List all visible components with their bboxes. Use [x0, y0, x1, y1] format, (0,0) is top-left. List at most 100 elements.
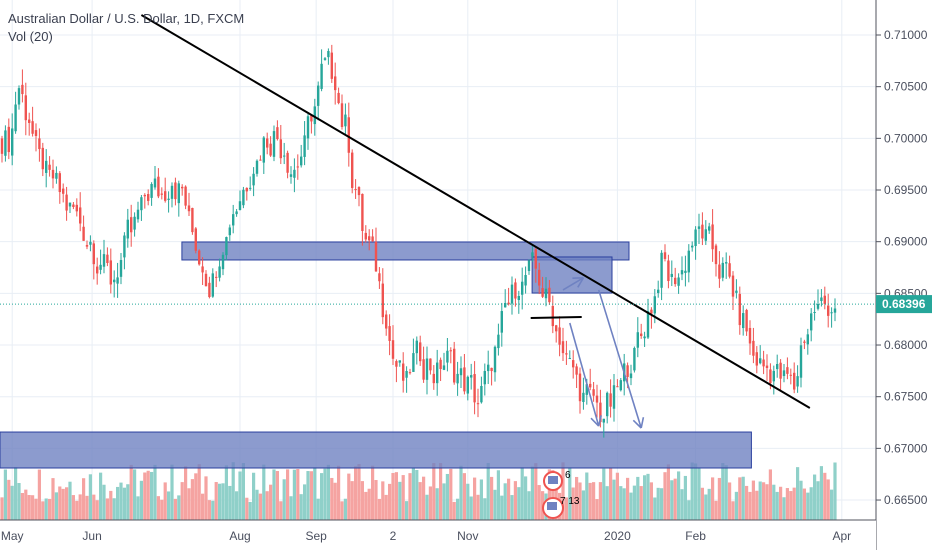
volume-bar [520, 467, 524, 520]
candle-body [745, 309, 748, 332]
volume-bar [775, 491, 779, 520]
candle-body [422, 359, 425, 380]
volume-bar [765, 484, 769, 520]
volume-bar [537, 485, 541, 520]
volume-bar [34, 498, 38, 520]
volume-bar [490, 476, 494, 520]
volume-bar [275, 471, 279, 520]
candle-body [565, 353, 568, 355]
candle-body [79, 207, 82, 224]
volume-bar [796, 467, 800, 520]
time-tick-label: Sep [305, 529, 327, 543]
economic-event-badges[interactable]: 6 7 13 [542, 470, 580, 519]
candle-body [408, 372, 412, 374]
candle-body [731, 275, 735, 297]
volume-bar [534, 463, 538, 520]
candle-body [245, 187, 248, 192]
candle-body [381, 283, 384, 318]
candle-body [674, 277, 677, 285]
volume-bar [755, 490, 759, 520]
candle-body [395, 361, 398, 367]
resistance-zone[interactable] [181, 241, 630, 261]
candle-body [130, 217, 133, 233]
volume-bar [88, 474, 92, 520]
candle-body [306, 116, 310, 139]
retest-box[interactable] [531, 256, 613, 294]
candle-body [592, 389, 595, 396]
volume-bar [207, 500, 211, 520]
volume-bar [408, 473, 412, 520]
candle-body [48, 164, 51, 170]
volume-bar [694, 463, 698, 520]
candle-body [374, 241, 378, 272]
candle-body [323, 58, 327, 60]
volume-bar [598, 482, 602, 520]
price-axis[interactable] [876, 0, 932, 550]
candle-body [721, 262, 724, 278]
candle-body [170, 185, 174, 199]
volume-bar [442, 483, 446, 520]
candle-body [283, 155, 286, 157]
candle-body [157, 176, 160, 197]
candle-body [38, 138, 41, 150]
volume-indicator-label[interactable]: Vol (20) [8, 29, 53, 44]
candle-body [99, 264, 102, 270]
candle-body [442, 365, 446, 370]
volume-bar [575, 476, 579, 520]
candle-body [272, 131, 276, 157]
time-axis[interactable] [0, 520, 876, 550]
candle-body [191, 207, 194, 233]
volume-bar [221, 483, 225, 520]
volume-bar [330, 477, 334, 520]
drawings[interactable] [140, 14, 811, 429]
candle-body [616, 386, 619, 388]
candle-body [436, 362, 439, 384]
volume-bar [269, 484, 273, 520]
candle-body [310, 115, 313, 122]
arrow-line[interactable] [569, 322, 600, 427]
trend-line[interactable] [140, 14, 811, 409]
candle-body [215, 276, 218, 278]
volume-bar [214, 482, 218, 520]
candle-body [184, 186, 187, 206]
candle-body [769, 369, 772, 384]
volume-bar [68, 481, 72, 520]
volume-bar [731, 501, 735, 520]
volume-bar [469, 496, 473, 520]
candle-body [351, 152, 354, 188]
volume-bar [690, 462, 694, 520]
zones[interactable] [0, 241, 752, 469]
volume-bar [578, 482, 582, 520]
volume-bar [167, 491, 171, 520]
candle-body [357, 187, 361, 196]
volume-bar [343, 498, 347, 520]
volume-bar [724, 465, 728, 520]
support-zone[interactable] [0, 431, 752, 469]
volume-bar [197, 464, 201, 520]
horizontal-level-line[interactable] [530, 316, 582, 320]
volume-bar [507, 478, 511, 520]
candle-body [704, 229, 707, 241]
symbol-title[interactable]: Australian Dollar / U.S. Dollar, 1D, FXC… [8, 11, 245, 26]
volume-bar [323, 468, 327, 520]
volume-bar [180, 482, 184, 520]
volume-bar [160, 499, 164, 520]
candle-body [449, 350, 452, 352]
volume-bar [435, 488, 439, 520]
volume-bar [286, 469, 290, 520]
volume-bar [218, 483, 222, 520]
volume-bar [833, 462, 837, 520]
arrow-line[interactable] [562, 277, 584, 291]
volume-bar [687, 500, 691, 520]
volume-bar [272, 469, 276, 520]
volume-bar [711, 477, 715, 520]
candle-body [541, 288, 544, 297]
candle-body [279, 139, 282, 159]
candle-body [561, 341, 565, 354]
volume-bar [819, 466, 823, 520]
candle-body [235, 211, 238, 215]
arrow-line[interactable] [597, 289, 642, 429]
candle-body [238, 201, 242, 210]
volume-bar [92, 494, 96, 520]
